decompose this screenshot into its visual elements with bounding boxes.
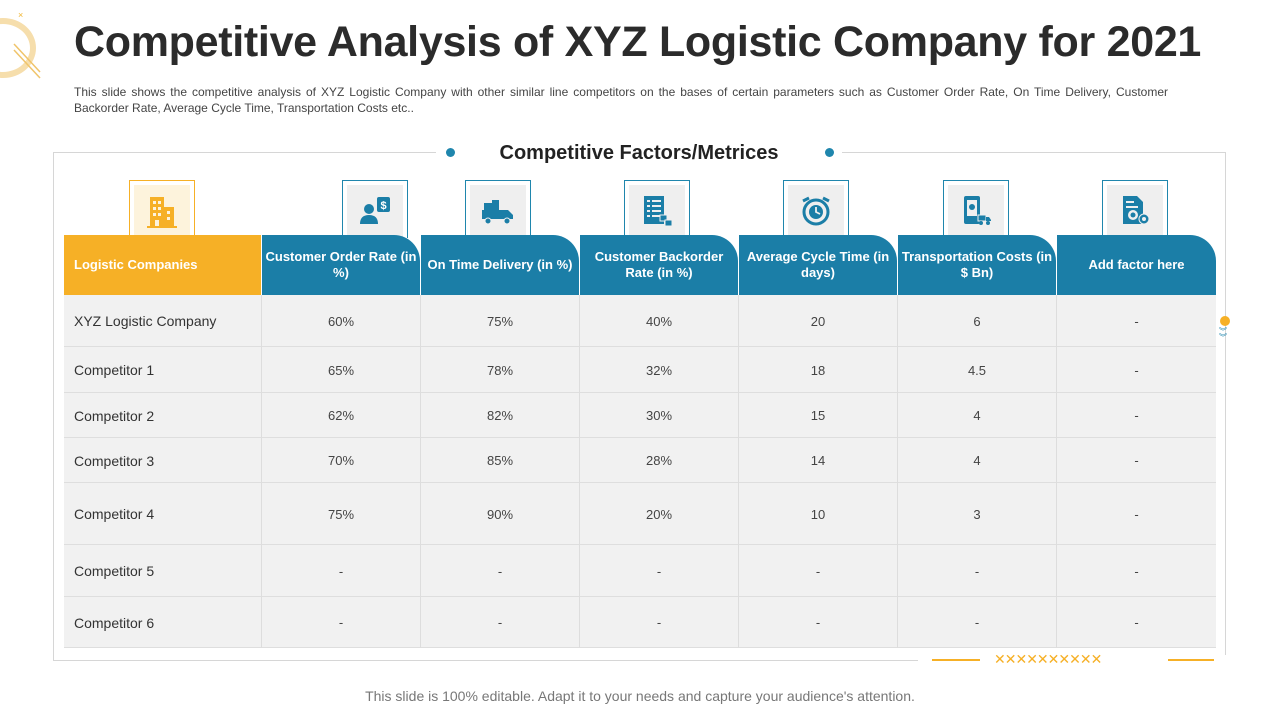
metric-value-cell: 15 [810, 408, 826, 423]
company-name-cell: Competitor 4 [74, 506, 155, 522]
table-row [64, 393, 1216, 438]
scroll-marker-icon: ︾ ︾ [1219, 316, 1231, 350]
column-header-order-rate: Customer Order Rate (in %) [262, 235, 420, 295]
metric-value-cell: 75% [327, 506, 355, 522]
metric-value-cell: - [497, 563, 503, 579]
column-header-add-factor: Add factor here [1057, 235, 1216, 295]
metric-value-cell: 75% [486, 313, 514, 329]
column-header-transport-costs: Transportation Costs (in $ Bn) [898, 235, 1056, 295]
table-row [64, 483, 1216, 545]
metric-value-cell: - [656, 563, 662, 579]
decorative-slash-lines [13, 43, 41, 79]
metric-value-cell: 30% [645, 408, 673, 423]
delivery-truck-icon [465, 180, 531, 238]
customer-money-icon: $ [342, 180, 408, 238]
metric-value-cell: - [815, 563, 821, 579]
footer-cross-pattern: ✕✕✕✕✕✕✕✕✕✕ [994, 651, 1102, 667]
table-row [64, 597, 1216, 648]
table-row [64, 438, 1216, 483]
metric-value-cell: 62% [327, 408, 355, 423]
metric-value-cell: 65% [327, 362, 355, 378]
metric-value-cell: 85% [486, 453, 514, 468]
metric-value-cell: 82% [486, 408, 514, 423]
section-heading-label: Competitive Factors/Metrices [499, 142, 779, 164]
metric-value-cell: 60% [327, 313, 355, 329]
column-header-cycle-time: Average Cycle Time (in days) [739, 235, 897, 295]
clock-cycle-icon [783, 180, 849, 238]
company-name-cell: Competitor 2 [74, 407, 155, 424]
mobile-transport-icon [943, 180, 1009, 238]
metric-value-cell: 32% [645, 362, 673, 378]
column-header-backorder-rate: Customer Backorder Rate (in %) [580, 235, 738, 295]
backorder-list-icon [624, 180, 690, 238]
metric-value-cell: 4 [973, 408, 981, 423]
metric-value-cell: 10 [810, 506, 826, 522]
metric-value-cell: 90% [486, 506, 514, 522]
company-name-cell: Competitor 3 [74, 452, 155, 469]
metric-value-cell: 40% [645, 313, 673, 329]
column-header-on-time-delivery: On Time Delivery (in %) [421, 235, 579, 295]
decorative-cross-icon: × [18, 10, 24, 20]
metric-value-cell: - [815, 615, 821, 630]
heading-dot-left [446, 148, 455, 157]
footer-line-left [932, 659, 980, 661]
metric-value-cell: 70% [327, 453, 355, 468]
footer-line-right [1168, 659, 1214, 661]
page-description: This slide shows the competitive analysi… [74, 85, 1168, 115]
office-building-icon [129, 180, 195, 238]
metric-value-cell: 78% [486, 362, 514, 378]
column-header-companies: Logistic Companies [64, 235, 261, 295]
company-name-cell: XYZ Logistic Company [74, 313, 217, 329]
table-row [64, 545, 1216, 597]
metric-value-cell: 28% [645, 453, 673, 468]
svg-text:$: $ [380, 200, 386, 212]
metric-value-cell: - [1134, 362, 1139, 378]
heading-dot-right [825, 148, 834, 157]
metric-value-cell: 6 [973, 313, 981, 329]
metric-value-cell: - [1134, 408, 1139, 423]
metric-value-cell: 18 [810, 362, 826, 378]
metric-value-cell: - [1134, 453, 1139, 468]
metric-value-cell: 3 [973, 506, 981, 522]
table-row [64, 347, 1216, 393]
metric-value-cell: - [497, 615, 503, 630]
settings-document-icon [1102, 180, 1168, 238]
table-row [64, 295, 1216, 347]
company-name-cell: Competitor 5 [74, 563, 155, 579]
section-heading: Competitive Factors/Metrices [436, 140, 842, 166]
metric-value-cell: - [974, 615, 980, 630]
metric-value-cell: - [1134, 506, 1139, 522]
metric-value-cell: - [1134, 563, 1139, 579]
metric-value-cell: 20% [645, 506, 673, 522]
metric-value-cell: 20 [810, 313, 826, 329]
metric-value-cell: - [974, 563, 980, 579]
metric-value-cell: - [656, 615, 662, 630]
company-name-cell: Competitor 6 [74, 614, 155, 631]
metric-value-cell: - [338, 615, 344, 630]
metric-value-cell: 4 [973, 453, 981, 468]
metric-value-cell: - [1134, 313, 1139, 329]
page-title: Competitive Analysis of XYZ Logistic Com… [74, 18, 1202, 66]
metric-value-cell: 14 [810, 453, 826, 468]
footer-note: This slide is 100% editable. Adapt it to… [365, 688, 915, 704]
company-name-cell: Competitor 1 [74, 362, 155, 378]
metric-value-cell: - [338, 563, 344, 579]
metric-value-cell: - [1134, 615, 1139, 630]
metric-value-cell: 4.5 [967, 362, 987, 378]
